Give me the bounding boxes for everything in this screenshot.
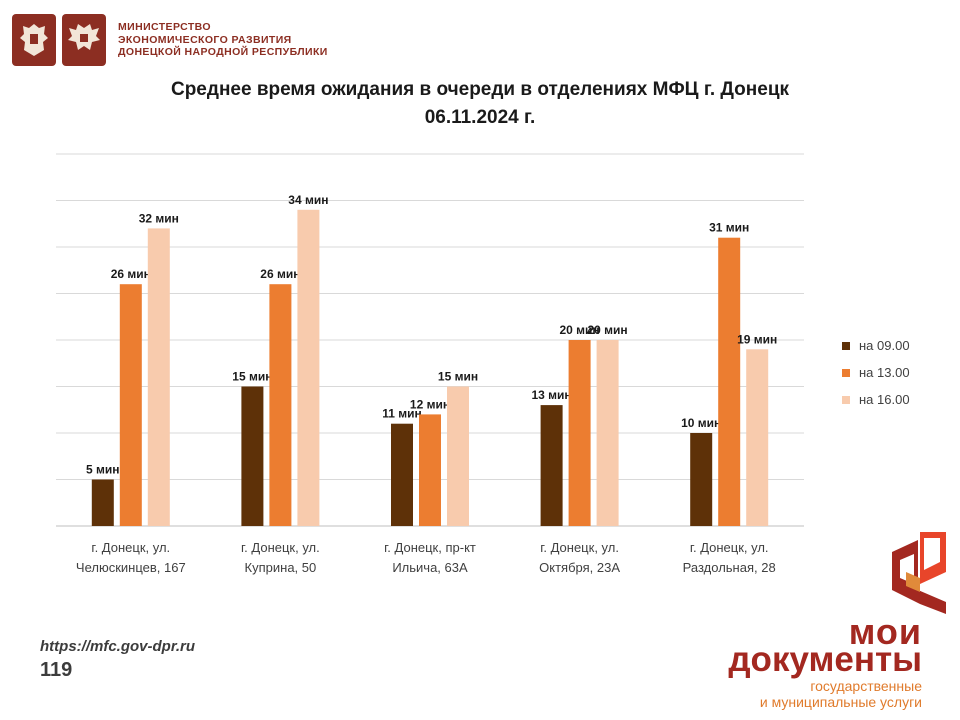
bar (119, 284, 142, 526)
data-label: 20 мин (588, 323, 628, 337)
ministry-line-2: ЭКОНОМИЧЕСКОГО РАЗВИТИЯ (118, 33, 292, 46)
bar (419, 414, 441, 526)
data-label: 15 мин (232, 370, 272, 384)
ministry-line-3: ДОНЕЦКОЙ НАРОДНОЙ РЕСПУБЛИКИ (118, 46, 328, 59)
legend-label-0900: на 09.00 (859, 338, 910, 353)
bar-chart: 5 мин 26 мин 32 мин г. Донецк, ул. Челюскинц… (56, 153, 804, 575)
data-label: 26 мин (260, 267, 300, 281)
chart-title-block: Среднее время ожидания в очереди в отдел… (0, 76, 960, 132)
legend-item-1300: на 13.00 (842, 359, 910, 386)
bar (447, 386, 469, 526)
data-label: 10 мин (681, 416, 721, 430)
bar (391, 423, 413, 526)
bar (718, 237, 741, 526)
legend: на 09.00 на 13.00 на 16.00 (842, 332, 910, 413)
brand-documents-text: документы (728, 640, 922, 679)
category-label: г. Донецк, ул. (690, 540, 769, 555)
bar (568, 340, 591, 526)
data-label: 31 мин (709, 221, 749, 235)
legend-label-1600: на 16.00 (859, 392, 910, 407)
legend-swatch-1300 (842, 368, 850, 377)
coat-of-arms-emblem (12, 14, 56, 66)
category-label: г. Донецк, пр-кт (384, 540, 476, 555)
data-label: 19 мин (737, 332, 777, 346)
moi-dokumenty-brand: мои документы государственные и муниципа… (700, 528, 946, 713)
bar (147, 228, 170, 526)
brand-subtitle-2: и муниципальные услуги (759, 694, 922, 710)
header: МИНИСТЕРСТВО ЭКОНОМИЧЕСКОГО РАЗВИТИЯ ДОН… (12, 14, 328, 66)
data-label: 15 мин (438, 370, 478, 384)
data-label: 34 мин (288, 193, 328, 207)
bar (91, 479, 114, 526)
category-label: Челюскинцев, 167 (76, 560, 186, 575)
bar (596, 340, 619, 526)
bar (297, 209, 320, 527)
legend-swatch-0900 (842, 341, 850, 350)
bar (690, 433, 713, 526)
data-label: 11 мин (382, 407, 422, 421)
website-link[interactable]: https://mfc.gov-dpr.ru (40, 638, 195, 655)
category-label: Ильича, 63А (392, 560, 468, 575)
ministry-name: МИНИСТЕРСТВО ЭКОНОМИЧЕСКОГО РАЗВИТИЯ ДОН… (118, 21, 328, 59)
bar (540, 405, 563, 526)
legend-item-1600: на 16.00 (842, 386, 910, 413)
brand-subtitle-1: государственные (810, 678, 922, 694)
chart-title: Среднее время ожидания в очереди в отдел… (170, 79, 790, 100)
data-label: 13 мин (532, 388, 572, 402)
category-label: Раздольная, 28 (683, 560, 776, 575)
category-label: Октября, 23А (539, 560, 620, 575)
ministry-line-1: МИНИСТЕРСТВО (118, 21, 211, 34)
brand-moi-text: мои (848, 611, 922, 652)
category-label: г. Донецк, ул. (241, 540, 320, 555)
data-label: 26 мин (111, 267, 151, 281)
page-number: 119 (40, 659, 73, 681)
chart-subtitle: 06.11.2024 г. (424, 107, 536, 128)
legend-label-1300: на 13.00 (859, 365, 910, 380)
moi-dokumenty-logo-icon (892, 532, 946, 614)
bar (746, 349, 769, 526)
category-label: Куприна, 50 (245, 560, 317, 575)
legend-item-0900: на 09.00 (842, 332, 910, 359)
data-label: 12 мин (410, 397, 450, 411)
bar (241, 386, 264, 526)
data-label: 20 мин (560, 323, 600, 337)
bar (269, 284, 292, 526)
category-label: г. Донецк, ул. (91, 540, 170, 555)
category-label: г. Донецк, ул. (540, 540, 619, 555)
eagle-emblem (62, 14, 106, 66)
legend-swatch-1600 (842, 395, 850, 404)
data-label: 32 мин (139, 211, 179, 225)
data-label: 5 мин (86, 463, 120, 477)
